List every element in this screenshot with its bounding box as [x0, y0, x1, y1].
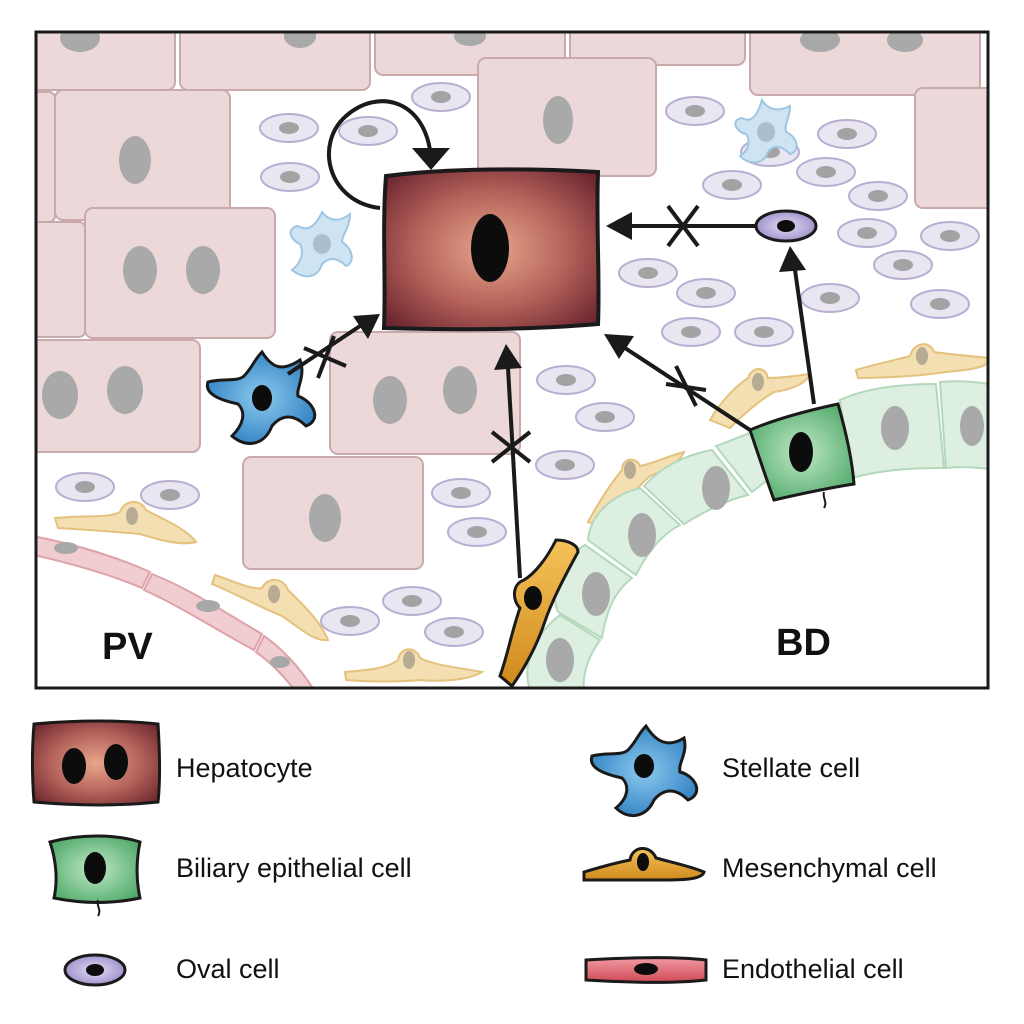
legend-endothelial-swatch — [584, 956, 708, 984]
legend-biliary-label: Biliary epithelial cell — [176, 853, 412, 883]
central-hepatocyte — [381, 167, 601, 332]
mesenchymal-cell — [498, 538, 580, 688]
faded-mesenchymal-nuclei — [126, 347, 928, 669]
legend-mesenchymal-swatch — [582, 847, 706, 882]
self-renewal-arrow — [327, 99, 432, 210]
biliary-epithelial-cell — [748, 402, 856, 509]
signaling-arrows — [286, 99, 816, 579]
legend-biliary-swatch — [48, 834, 142, 917]
tissue-panel — [36, 32, 988, 688]
mesenchymal-to-hepatocyte-arrow — [506, 367, 522, 579]
stellate-to-hepatocyte-arrow — [286, 324, 362, 376]
legend-hepatocyte-label: Hepatocyte — [176, 753, 313, 783]
bile-duct-label: BD — [776, 622, 831, 664]
oval-cell — [754, 209, 818, 243]
faded-hepatocyte-nuclei — [42, 32, 923, 542]
legend-oval-label: Oval cell — [176, 954, 280, 984]
faded-biliary-nuclei — [546, 406, 984, 682]
faded-endothelial-nuclei — [54, 542, 290, 668]
legend-mesenchymal-label: Mesenchymal cell — [722, 853, 937, 883]
faded-stellate-nuclei — [313, 122, 775, 254]
biliary-to-oval-arrow — [793, 269, 816, 405]
hepatocyte-nucleus — [471, 214, 509, 282]
panel-border — [34, 30, 990, 690]
portal-vein-label: PV — [102, 626, 153, 668]
legend-hepatocyte-swatch — [31, 719, 161, 807]
stellate-cell — [205, 349, 317, 445]
legend-endothelial-label: Endothelial cell — [722, 954, 904, 984]
legend-stellate-swatch — [589, 723, 699, 817]
legend-oval-swatch — [63, 953, 127, 987]
legend-stellate-label: Stellate cell — [722, 753, 861, 783]
